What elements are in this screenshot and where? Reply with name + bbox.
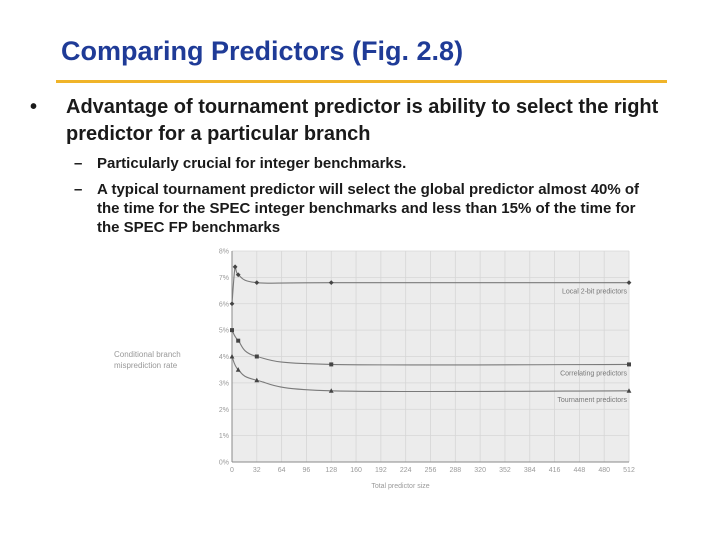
y-tick-label: 2%	[219, 407, 229, 414]
sub-bullet-text: Particularly crucial for integer benchma…	[97, 155, 407, 172]
x-tick-label: 480	[598, 467, 610, 474]
series-label: Tournament predictors	[557, 397, 627, 404]
y-tick-label: 7%	[219, 275, 229, 282]
x-tick-label: 32	[253, 467, 261, 474]
y-tick-label: 8%	[219, 249, 229, 256]
misprediction-chart: 0% 1% 2% 3% 4% 5% 6% 7% 8% 0 32 64 96 128 160 192 224 256…	[114, 249, 635, 491]
x-axis-label: Total predictor size	[371, 483, 429, 490]
x-tick-label: 160	[350, 467, 362, 474]
data-point	[254, 280, 260, 286]
slide-title: Comparing Predictors (Fig. 2.8)	[61, 36, 464, 66]
x-tick-label: 416	[549, 467, 561, 474]
y-tick-label: 0%	[219, 460, 229, 467]
x-tick-label: 384	[524, 467, 536, 474]
x-tick-label: 192	[375, 467, 387, 474]
y-axis-label: misprediction rate	[114, 361, 178, 370]
x-tick-label: 512	[623, 467, 635, 474]
y-tick-label: 3%	[219, 380, 229, 387]
data-point	[235, 272, 241, 278]
bullet-text: Advantage of tournament predictor is abi…	[66, 96, 659, 145]
x-tick-label: 96	[303, 467, 311, 474]
data-point	[229, 353, 235, 359]
y-tick-label: 6%	[219, 301, 229, 308]
x-tick-label: 288	[449, 467, 461, 474]
data-point	[627, 362, 631, 367]
x-tick-label: 448	[574, 467, 586, 474]
x-tick-label: 352	[499, 467, 511, 474]
x-tick-label: 256	[425, 467, 437, 474]
bullet-marker: •	[30, 96, 38, 118]
data-point	[328, 280, 334, 286]
data-point	[329, 362, 334, 367]
data-point	[235, 367, 241, 372]
sub-bullet-marker: –	[74, 181, 83, 198]
data-point	[230, 328, 234, 333]
data-point	[232, 264, 238, 270]
data-point	[626, 388, 632, 393]
x-tick-label: 320	[474, 467, 486, 474]
x-tick-label: 64	[278, 467, 286, 474]
x-tick-label: 128	[325, 467, 337, 474]
y-tick-label: 4%	[219, 354, 229, 361]
title-underline	[56, 80, 667, 83]
data-point	[328, 388, 334, 393]
data-point	[254, 377, 260, 383]
series-label: Local 2-bit predictors	[562, 289, 627, 296]
y-tick-label: 1%	[219, 433, 229, 440]
data-point	[254, 354, 259, 359]
y-tick-label: 5%	[219, 328, 229, 335]
series-label: Correlating predictors	[560, 370, 627, 377]
data-point	[236, 338, 241, 343]
data-point	[626, 280, 632, 286]
sub-bullet-text: A typical tournament predictor will sele…	[97, 181, 640, 236]
y-axis-label: Conditional branch	[114, 350, 181, 359]
x-tick-label: 224	[400, 467, 412, 474]
x-tick-label: 0	[230, 467, 234, 474]
sub-bullet-marker: –	[74, 155, 83, 172]
